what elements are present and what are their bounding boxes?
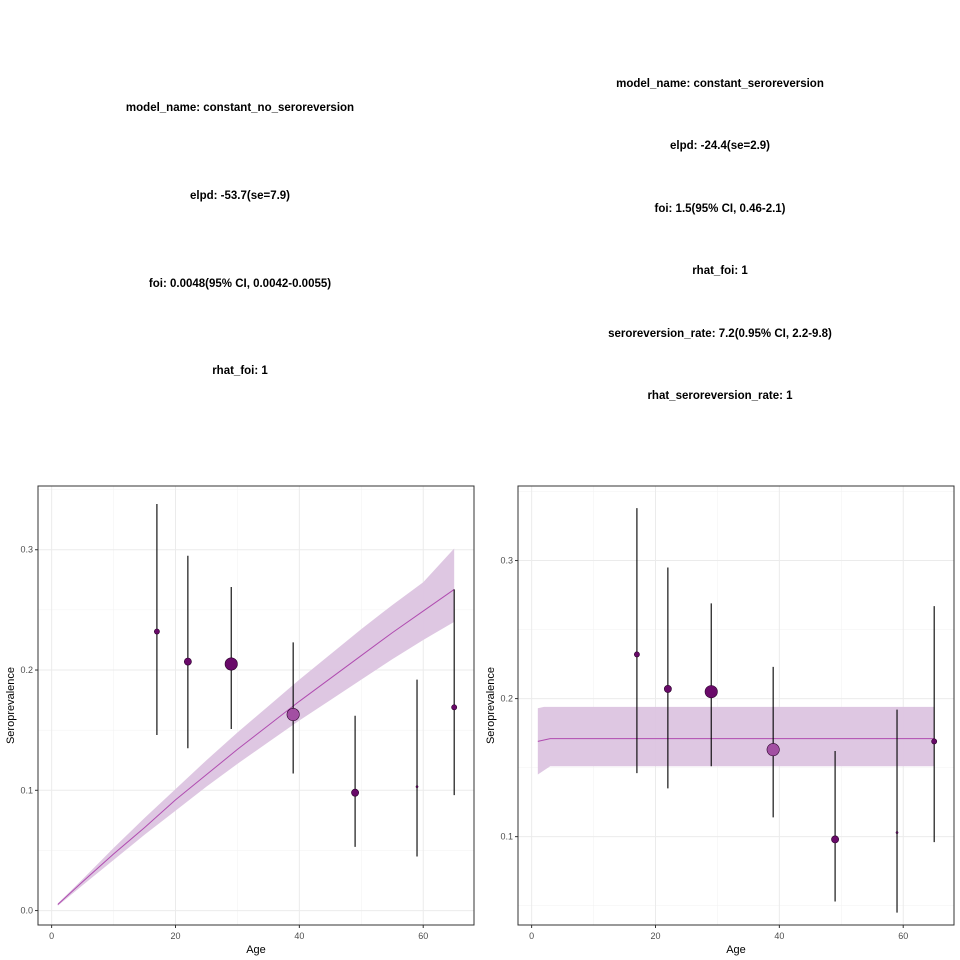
y-tick-label: 0.1 <box>20 785 33 795</box>
fit-ribbon <box>537 706 935 775</box>
x-tick-label: 60 <box>898 931 908 941</box>
x-tick-label: 0 <box>529 931 534 941</box>
stat-line: rhat_foi: 1 <box>212 365 268 377</box>
x-tick-label: 20 <box>650 931 660 941</box>
data-point <box>895 831 899 834</box>
data-point <box>351 788 359 797</box>
stat-line: seroreversion_rate: 7.2(0.95% CI, 2.2-9.… <box>608 328 832 340</box>
data-point <box>415 785 419 788</box>
y-axis-title: Seroprevalence <box>485 667 497 744</box>
stat-line: foi: 1.5(95% CI, 0.46-2.1) <box>654 203 786 215</box>
data-point <box>286 708 300 722</box>
data-point <box>154 628 160 635</box>
y-tick-label: 0.3 <box>20 545 33 555</box>
x-axis-title: Age <box>726 944 746 956</box>
y-tick-label: 0.2 <box>500 694 513 704</box>
stat-line: rhat_foi: 1 <box>692 265 748 277</box>
stat-line: rhat_seroreversion_rate: 1 <box>647 390 793 402</box>
data-point <box>766 743 780 757</box>
data-point <box>831 835 839 844</box>
stat-line: elpd: -53.7(se=7.9) <box>189 190 291 202</box>
x-tick-label: 60 <box>418 931 428 941</box>
data-point <box>183 657 192 666</box>
y-axis-title: Seroprevalence <box>5 667 17 744</box>
y-tick-label: 0.0 <box>20 906 33 916</box>
fit-line <box>57 589 455 905</box>
x-tick-label: 0 <box>49 931 54 941</box>
x-tick-label: 20 <box>170 931 180 941</box>
x-tick-label: 40 <box>774 931 784 941</box>
data-point <box>224 657 238 671</box>
x-axis-title: Age <box>246 944 266 956</box>
panel-background <box>518 486 954 925</box>
y-tick-label: 0.3 <box>500 556 513 566</box>
panel-border <box>517 485 955 926</box>
x-tick-label: 40 <box>294 931 304 941</box>
panel-border <box>37 485 475 926</box>
stat-line: elpd: -24.4(se=2.9) <box>669 140 771 152</box>
stat-line: foi: 0.0048(95% CI, 0.0042-0.0055) <box>148 278 332 290</box>
left-panel: 0 20 40 60 0.0 0.1 0.2 0.3 Age Seroprevalence <box>5 485 475 956</box>
y-tick-label: 0.2 <box>20 665 33 675</box>
stat-line: model_name: constant_no_seroreversion <box>125 102 355 114</box>
data-point <box>634 651 640 658</box>
data-point <box>451 704 458 711</box>
fit-line <box>537 738 935 742</box>
data-point <box>704 685 718 699</box>
right-panel: 0 20 40 60 0.1 0.2 0.3 Age Seroprevalence <box>485 485 955 956</box>
data-point <box>663 685 672 693</box>
y-tick-label: 0.1 <box>500 832 513 842</box>
stat-line: model_name: constant_seroreversion <box>616 78 824 90</box>
data-point <box>931 738 938 745</box>
